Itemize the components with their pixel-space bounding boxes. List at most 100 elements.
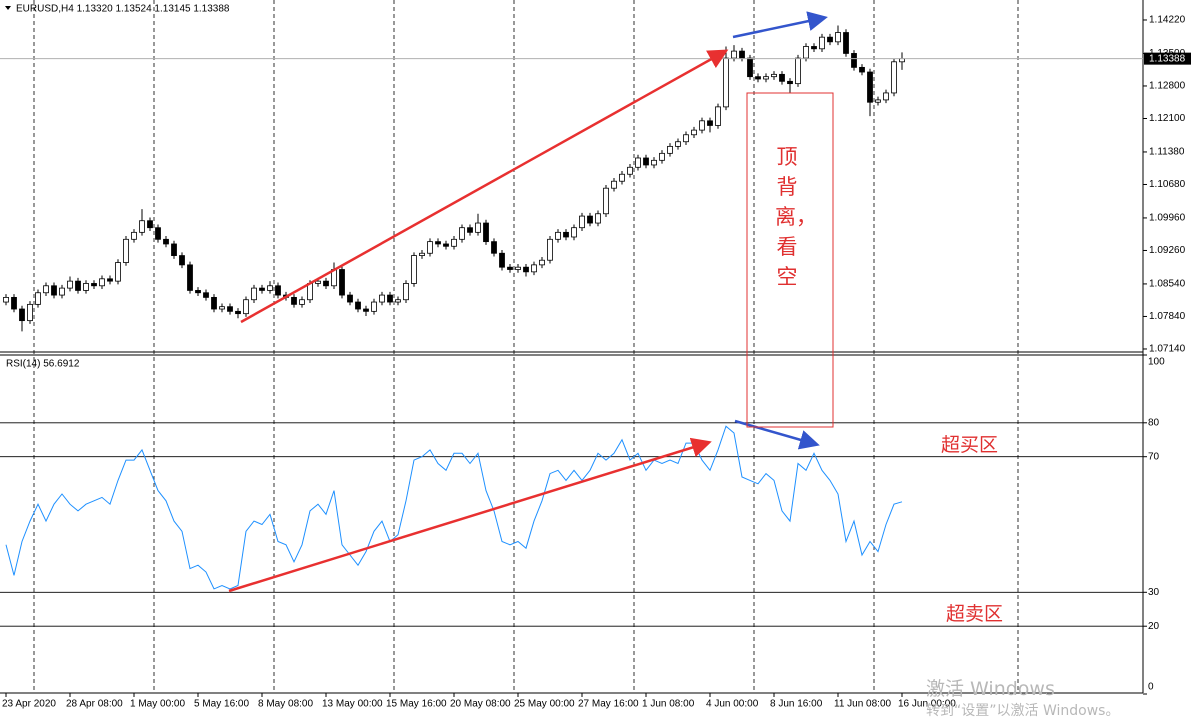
candle-body: [347, 294, 353, 303]
y-tick-label: 30: [1148, 587, 1160, 598]
candle-body: [723, 57, 729, 108]
x-tick-label: 1 Jun 08:00: [642, 699, 695, 710]
rsi-title: RSI(14) 56.6912: [6, 359, 80, 370]
candle-body: [403, 283, 409, 301]
candle-body: [483, 222, 489, 243]
candle-body: [139, 220, 145, 233]
candle-body: [635, 157, 641, 168]
candle-body: [595, 213, 601, 224]
annotation-box: [746, 92, 834, 428]
candle-body: [563, 231, 569, 238]
trend-arrow: [734, 419, 820, 450]
candle-body: [579, 215, 585, 229]
candle-body: [643, 157, 649, 166]
candle-body: [883, 92, 889, 101]
candle-body: [259, 287, 265, 291]
candle-body: [795, 57, 801, 85]
candle-body: [339, 269, 345, 296]
candle-body: [67, 280, 73, 289]
candle-body: [59, 287, 65, 296]
candle-body: [275, 285, 281, 296]
candle-body: [211, 296, 217, 310]
overbought-label: 超买区: [941, 434, 999, 456]
current-price-box: [1144, 52, 1191, 65]
trend-arrow: [228, 437, 712, 593]
candle-body: [427, 241, 433, 254]
candle-body: [91, 283, 97, 287]
candle-body: [659, 152, 665, 161]
candle-body: [179, 255, 185, 266]
candle-body: [779, 73, 785, 82]
candle-body: [867, 71, 873, 103]
y-tick-label: 1.08540: [1149, 279, 1186, 290]
candle-body: [787, 80, 793, 85]
candle-body: [755, 76, 761, 80]
y-tick-label: 1.09960: [1149, 213, 1186, 224]
candle-body: [771, 73, 777, 78]
menu-triangle: [5, 6, 11, 10]
candle-body: [3, 296, 9, 303]
candle-body: [163, 238, 169, 245]
candle-body: [363, 308, 369, 312]
candle-body: [35, 292, 41, 305]
candle-body: [395, 299, 401, 303]
candle-body: [99, 278, 105, 287]
watermark: 转到“设置”以激活 Windows。: [926, 703, 1120, 719]
candle-body: [219, 306, 225, 310]
candle-body: [195, 290, 201, 294]
candle-body: [419, 252, 425, 256]
x-tick-label: 1 May 00:00: [130, 699, 185, 710]
x-tick-label: 23 Apr 2020: [2, 699, 56, 710]
x-tick-label: 13 May 00:00: [322, 699, 383, 710]
candle-body: [731, 50, 737, 59]
candle-body: [235, 310, 241, 315]
y-tick-label: 1.12100: [1149, 113, 1186, 124]
marks: 1.142201.135001.128001.121001.113801.106…: [0, 15, 1191, 710]
watermark: 激活 Windows: [926, 678, 1055, 700]
candle-body: [123, 238, 129, 263]
x-tick-label: 27 May 16:00: [578, 699, 639, 710]
candle-body: [315, 280, 321, 284]
candle-body: [627, 166, 633, 175]
candle-body: [587, 215, 593, 224]
y-tick-label: 70: [1148, 451, 1160, 462]
candle-body: [715, 106, 721, 126]
candle-body: [155, 227, 161, 240]
candle-body: [203, 292, 209, 298]
candle-body: [699, 120, 705, 131]
candle-body: [147, 220, 153, 229]
candle-body: [27, 303, 33, 322]
candle-body: [539, 259, 545, 266]
candle-body: [683, 134, 689, 143]
candle-body: [387, 294, 393, 303]
candle-body: [739, 50, 745, 59]
candle-body: [451, 238, 457, 247]
x-tick-label: 28 Apr 08:00: [66, 699, 123, 710]
candle-body: [251, 287, 257, 301]
y-tick-label: 1.12800: [1149, 81, 1186, 92]
candle-body: [291, 296, 297, 305]
candle-body: [603, 187, 609, 215]
candle-body: [307, 283, 313, 301]
candle-body: [619, 173, 625, 182]
candle-body: [51, 285, 57, 296]
candle-body: [555, 231, 561, 240]
candle-body: [827, 36, 833, 43]
candle-body: [11, 296, 17, 310]
candle-body: [803, 46, 809, 59]
candle-body: [411, 255, 417, 284]
vertical-grid: [33, 0, 1019, 693]
candle-body: [707, 120, 713, 126]
candle-body: [171, 243, 177, 256]
y-tick-label: 1.09260: [1149, 245, 1186, 256]
candle-body: [491, 241, 497, 254]
candle-body: [851, 53, 857, 68]
candle-body: [667, 145, 673, 154]
y-tick-label: 1.11380: [1149, 147, 1185, 158]
candle-body: [187, 264, 193, 291]
candle-body: [83, 283, 89, 291]
candle-body: [531, 264, 537, 273]
y-tick-label: 1.10680: [1149, 179, 1186, 190]
x-tick-label: 5 May 16:00: [194, 699, 249, 710]
candle-body: [843, 32, 849, 54]
